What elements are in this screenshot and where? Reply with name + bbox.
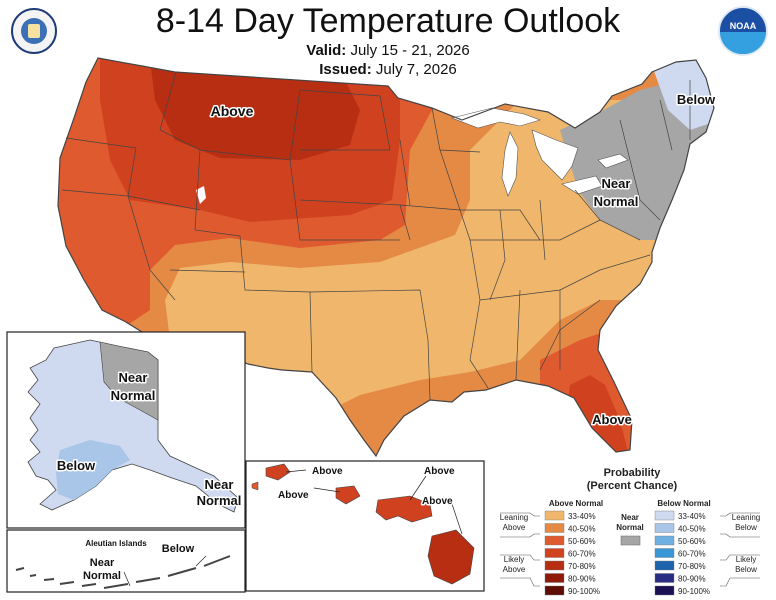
hi-label-3: Above	[424, 466, 455, 477]
legend-above-header: Above Normal	[549, 499, 603, 508]
aleutian-near-label-1: Near	[90, 557, 115, 569]
aleutian-below-label: Below	[162, 543, 195, 555]
alaska-40-50	[56, 440, 130, 500]
legend-near-swatch	[620, 535, 641, 546]
legend-swatch	[654, 535, 675, 546]
contour-70-80	[150, 60, 360, 160]
hi-label-4: Above	[422, 496, 453, 507]
legend-swatch	[544, 585, 565, 596]
legend-swatch-label: 90-100%	[678, 587, 710, 596]
legend-title-1: Probability	[604, 467, 662, 479]
legend-swatch	[654, 523, 675, 533]
hi-label-2: Above	[278, 490, 309, 501]
legend-swatch-label: 33-40%	[568, 512, 596, 521]
issued-label: Issued:	[319, 61, 372, 78]
legend-swatch	[544, 560, 565, 571]
legend-likely-below-1: Likely	[736, 555, 756, 564]
legend-swatch	[544, 510, 565, 521]
legend-swatch	[544, 548, 565, 558]
legend-near-label-1: Near	[621, 513, 639, 522]
department-of-commerce-seal-icon	[11, 8, 57, 54]
legend-leaning-above-2: Above	[503, 523, 526, 532]
legend-swatch	[544, 523, 565, 533]
conus-above-label: Above	[211, 103, 254, 119]
legend-below-header: Below Normal	[657, 499, 710, 508]
legend-swatch	[544, 535, 565, 546]
alaska-near-label-1: Near	[119, 370, 148, 385]
great-lakes	[451, 107, 629, 197]
legend-swatch-label: 50-60%	[568, 537, 596, 546]
hi-oahu	[335, 485, 361, 505]
hawaii-inset: Above Above Above Above	[245, 460, 485, 592]
aleutian-inset: Aleutian Islands Near Normal Below	[6, 529, 246, 593]
legend-swatch	[654, 510, 675, 521]
alaska-near-normal	[99, 341, 159, 421]
alaska-se-near-label-2: Normal	[197, 493, 242, 508]
legend-swatch-label: 60-70%	[678, 550, 706, 559]
legend-swatch-label: 80-90%	[678, 575, 706, 584]
noaa-logo-icon: NOAA	[718, 6, 768, 56]
conus-near-label-1: Near	[602, 176, 631, 191]
page-title: 8-14 Day Temperature Outlook	[155, 2, 621, 40]
legend-near-label-2: Normal	[616, 523, 644, 532]
alaska-se-near-label-1: Near	[205, 477, 234, 492]
legend-swatch-label: 40-50%	[568, 525, 596, 534]
legend-swatch-label: 70-80%	[678, 562, 706, 571]
conus-near-label-2: Normal	[594, 194, 639, 209]
legend-likely-below-2: Below	[735, 565, 757, 574]
legend-above-swatches: 33-40% 40-50% 50-60% 60-70% 70-80% 80-90% 90-1…	[544, 510, 600, 596]
florida-above-label: Above	[592, 412, 632, 427]
hi-big-island	[427, 529, 475, 585]
legend-swatch-label: 90-100%	[568, 587, 600, 596]
valid-value: July 15 - 21, 2026	[350, 42, 470, 59]
legend-swatch	[544, 573, 565, 583]
legend-leaning-below-1: Leaning	[732, 513, 760, 522]
hi-niihau	[251, 481, 259, 491]
legend-swatch-label: 50-60%	[678, 537, 706, 546]
valid-line: Valid: July 15 - 21, 2026	[0, 42, 776, 59]
legend-swatch	[654, 585, 675, 596]
hi-label-1: Above	[312, 466, 343, 477]
legend-below-swatches: 33-40% 40-50% 50-60% 60-70% 70-80% 80-90% 90-1…	[654, 510, 710, 596]
aleutian-near-label-2: Normal	[83, 570, 121, 582]
valid-label: Valid:	[306, 42, 347, 59]
legend-leaning-below-2: Below	[735, 523, 757, 532]
legend-swatch-label: 33-40%	[678, 512, 706, 521]
legend-likely-above-2: Above	[503, 565, 526, 574]
hi-kauai	[265, 463, 291, 481]
state-borders	[57, 57, 715, 458]
legend-swatch	[654, 573, 675, 583]
conus-below-label: Below	[677, 92, 716, 107]
noaa-logo-text: NOAA	[729, 21, 757, 31]
legend-swatch-label: 60-70%	[568, 550, 596, 559]
issued-line: Issued: July 7, 2026	[0, 61, 776, 78]
legend-swatch-label: 40-50%	[678, 525, 706, 534]
legend-swatch	[654, 560, 675, 571]
legend-swatch-label: 70-80%	[568, 562, 596, 571]
legend-swatch	[654, 548, 675, 558]
alaska-inset: Near Normal Below Near Normal	[6, 331, 246, 529]
hi-molokai-maui	[375, 495, 433, 523]
legend-title-2: (Percent Chance)	[587, 480, 678, 492]
legend-likely-above-1: Likely	[504, 555, 524, 564]
legend: Probability (Percent Chance) Above Norma…	[500, 467, 760, 596]
alaska-near-label-2: Normal	[111, 388, 156, 403]
alaska-below-label: Below	[57, 458, 96, 473]
aleutian-title: Aleutian Islands	[85, 539, 147, 548]
issued-value: July 7, 2026	[375, 61, 457, 78]
legend-leaning-above-1: Leaning	[500, 513, 528, 522]
great-salt-lake	[196, 186, 206, 204]
legend-swatch-label: 80-90%	[568, 575, 596, 584]
